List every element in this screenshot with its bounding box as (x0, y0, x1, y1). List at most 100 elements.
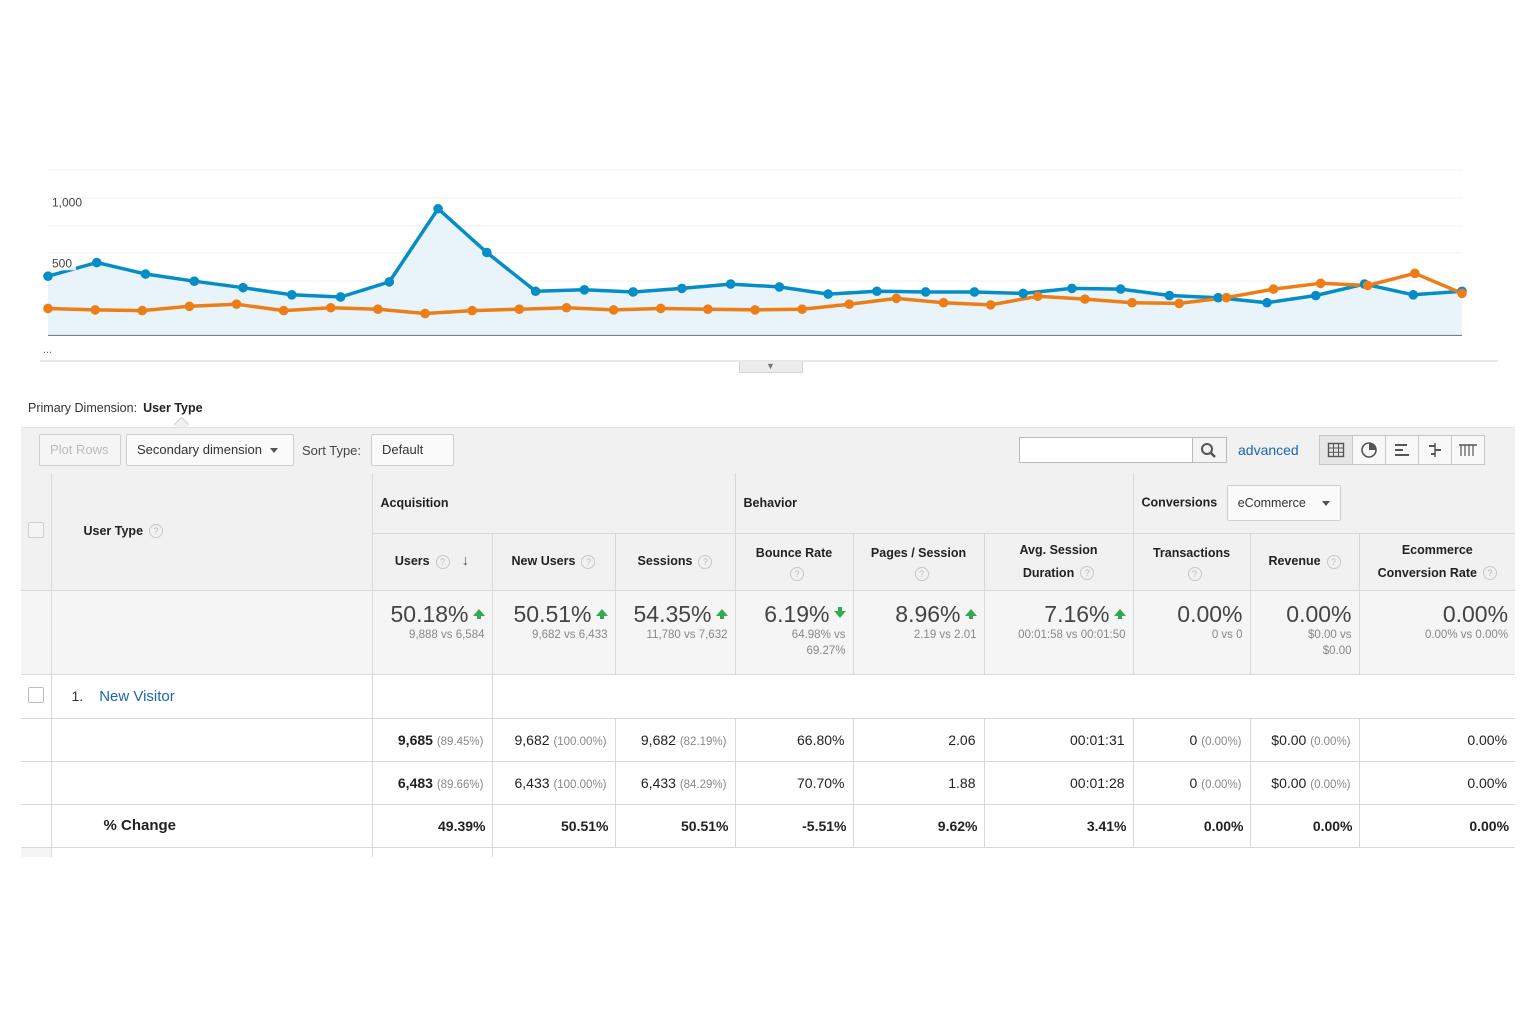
pages-session-header[interactable]: Pages / Session? (852, 533, 984, 591)
data-point[interactable] (43, 303, 53, 314)
data-point[interactable] (184, 301, 195, 312)
data-point[interactable] (561, 302, 572, 313)
data-point[interactable] (514, 304, 525, 314)
data-point[interactable] (1408, 290, 1419, 300)
conversions-label: Conversions (1141, 495, 1218, 510)
data-point[interactable] (628, 287, 638, 297)
period1-bounce-rate: 66.80% (734, 718, 853, 762)
data-point[interactable] (844, 299, 855, 309)
data-point[interactable] (985, 300, 996, 310)
advanced-filter-link[interactable]: advanced (1238, 442, 1299, 458)
avg-session-header[interactable]: Avg. Session Duration? (983, 533, 1134, 591)
table-row: 1. New Visitor (21, 674, 1516, 719)
data-point[interactable] (725, 279, 736, 289)
chart-points[interactable] (43, 203, 1467, 319)
primary-dimension-label: Primary Dimension: (28, 401, 138, 415)
data-point[interactable] (1213, 292, 1224, 303)
data-point[interactable] (703, 304, 713, 314)
sort-type-dropdown[interactable]: Default (371, 434, 454, 484)
conversions-dropdown[interactable]: eCommerce (1226, 484, 1341, 521)
data-point[interactable] (1457, 288, 1467, 299)
row-dimension-cell: 1. New Visitor (50, 674, 372, 719)
help-icon: ? (435, 554, 450, 569)
data-point[interactable] (823, 289, 833, 299)
data-point[interactable] (140, 269, 151, 279)
data-point[interactable] (1268, 284, 1279, 294)
data-point[interactable] (1315, 278, 1326, 289)
data-point[interactable] (774, 282, 785, 292)
data-point[interactable] (420, 308, 430, 319)
data-point[interactable] (891, 293, 902, 304)
data-point[interactable] (1127, 297, 1137, 308)
bounce-rate-header[interactable]: Bounce Rate? (734, 533, 853, 591)
data-point[interactable] (1164, 290, 1175, 301)
summary-revenue: 0.00% $0.00 vs $0.00 (1249, 590, 1360, 675)
data-point[interactable] (920, 287, 931, 297)
x-axis-more-label: ... (43, 344, 52, 356)
chart-collapse-handle[interactable]: ▼ (739, 361, 803, 373)
select-all-checkbox[interactable] (27, 521, 44, 538)
data-point[interactable] (969, 287, 980, 297)
data-point[interactable] (433, 203, 443, 214)
summary-revenue-compare-1: $0.00 vs (1308, 628, 1352, 641)
data-point[interactable] (1221, 292, 1232, 303)
pie-view-button[interactable] (1352, 435, 1386, 465)
sessions-header[interactable]: Sessions? (614, 533, 735, 591)
search-button[interactable] (1193, 437, 1227, 463)
data-point[interactable] (278, 305, 289, 316)
data-point[interactable] (43, 271, 53, 281)
data-point[interactable] (608, 305, 619, 315)
data-point[interactable] (938, 297, 949, 308)
dimension-header[interactable]: User Type? (50, 473, 372, 591)
data-point[interactable] (189, 276, 200, 286)
change-avg-session: 3.41% (983, 804, 1134, 848)
secondary-dimension-dropdown[interactable]: Secondary dimension (126, 434, 294, 466)
primary-dimension-value[interactable]: User Type (143, 401, 203, 415)
data-point[interactable] (467, 305, 478, 316)
data-point[interactable] (1067, 283, 1077, 294)
data-point[interactable] (231, 299, 242, 309)
new-users-header[interactable]: New Users? (491, 533, 615, 591)
data-point[interactable] (797, 304, 807, 314)
data-point[interactable] (286, 290, 297, 300)
comparison-view-button[interactable] (1418, 435, 1452, 465)
data-point[interactable] (530, 286, 541, 297)
data-point[interactable] (1174, 298, 1184, 309)
performance-view-button[interactable] (1385, 435, 1419, 465)
ecommerce-rate-header[interactable]: Ecommerce Conversion Rate? (1358, 533, 1516, 591)
revenue-header[interactable]: Revenue? (1249, 533, 1360, 591)
data-point[interactable] (1262, 297, 1272, 308)
data-point[interactable] (91, 257, 102, 268)
data-point[interactable] (1080, 294, 1090, 304)
summary-revenue-compare-2: $0.00 (1322, 644, 1352, 657)
new-visitor-link[interactable]: New Visitor (99, 687, 175, 705)
data-point[interactable] (1018, 288, 1028, 299)
data-point[interactable] (677, 283, 687, 294)
pivot-view-button[interactable] (1451, 435, 1485, 465)
change-users: 49.39% (371, 804, 492, 848)
data-point[interactable] (384, 277, 395, 287)
data-point[interactable] (482, 247, 492, 258)
data-point[interactable] (1362, 280, 1373, 291)
transactions-header[interactable]: Transactions? (1132, 533, 1251, 591)
table-view-button[interactable] (1319, 435, 1353, 465)
data-point[interactable] (750, 305, 760, 315)
data-point[interactable] (137, 305, 148, 316)
data-point[interactable] (335, 292, 346, 302)
data-point[interactable] (373, 304, 383, 314)
plot-rows-button[interactable]: Plot Rows (39, 434, 121, 466)
table-search-input[interactable] (1019, 437, 1193, 463)
row-checkbox[interactable] (27, 686, 44, 703)
data-point[interactable] (1310, 290, 1321, 301)
users-header[interactable]: Users? ↓ (371, 533, 492, 591)
data-point[interactable] (1115, 284, 1126, 294)
data-point[interactable] (1033, 291, 1043, 302)
data-point[interactable] (326, 302, 336, 313)
data-point[interactable] (1410, 268, 1420, 279)
data-point[interactable] (872, 286, 882, 297)
data-point[interactable] (90, 305, 100, 315)
period1-sessions: 9,682 (82.19%) (614, 718, 735, 762)
data-point[interactable] (579, 285, 590, 295)
data-point[interactable] (238, 282, 248, 293)
data-point[interactable] (655, 303, 666, 314)
